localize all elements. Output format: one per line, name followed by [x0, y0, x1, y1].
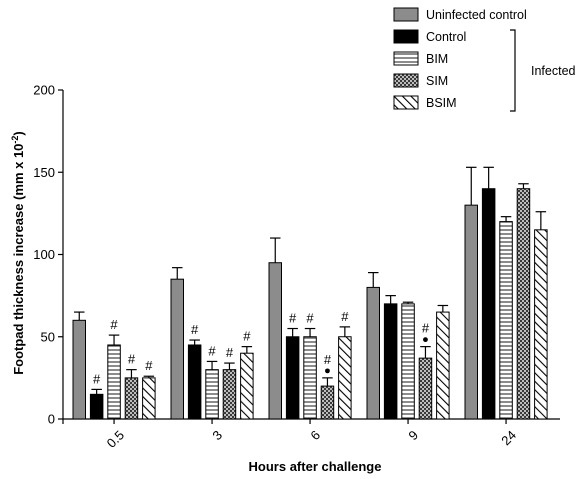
y-tick-label: 0 — [48, 412, 55, 427]
bars: # # # # # # # # # # # # # — [72, 166, 548, 420]
significance-hash: # — [208, 343, 216, 358]
legend-bracket — [510, 29, 516, 112]
bar-bim-6 — [303, 336, 317, 420]
bar-uninfected-control-3 — [170, 278, 184, 420]
legend-swatch-uninfected-control — [393, 7, 419, 22]
bar-bsim-3 — [240, 352, 254, 420]
legend-label: BSIM — [426, 96, 457, 110]
bar-sim-24 — [516, 188, 531, 420]
significance-hash: # — [289, 311, 297, 326]
bar-control-9 — [383, 303, 398, 420]
legend-group-label: Infected — [531, 64, 576, 78]
y-axis-title: Footpad thickness increase (mm x 10-2) — [10, 131, 26, 375]
bar-bim-3 — [205, 369, 219, 420]
significance-hash: # — [324, 352, 332, 367]
y-tick-label: 150 — [33, 165, 55, 180]
bar-bim-9 — [401, 303, 415, 420]
legend-swatch-control — [393, 29, 419, 44]
y-tick-label: 50 — [41, 329, 55, 344]
bar-bim-0.5 — [107, 344, 121, 420]
bar-sim-0.5 — [124, 377, 139, 420]
significance-dot — [423, 337, 428, 343]
legend-label: BIM — [426, 52, 448, 66]
legend-swatch-bsim — [393, 95, 419, 110]
bar-uninfected-control-6 — [268, 262, 282, 420]
bar-sim-9 — [418, 357, 433, 420]
significance-hash: # — [191, 322, 199, 337]
x-tick-label: 6 — [307, 427, 323, 443]
legend-label: Uninfected control — [426, 8, 527, 22]
legend-swatch-bim — [393, 51, 419, 66]
bar-control-24 — [481, 188, 496, 420]
y-axis-title-exponent: -2 — [10, 136, 20, 144]
significance-hash: # — [93, 371, 101, 386]
y-tick-label: 200 — [33, 83, 55, 98]
x-tick-label: 24 — [498, 427, 519, 448]
significance-hash: # — [243, 329, 251, 344]
bar-bsim-24 — [534, 229, 548, 420]
significance-hash: # — [341, 309, 349, 324]
legend: Uninfected control Control BIM SIM BSIM Infec… — [393, 7, 576, 112]
x-axis-title: Hours after challenge — [249, 459, 382, 474]
axes: 0 50 100 150 200 0.5 3 6 9 24 — [33, 83, 560, 451]
significance-hash: # — [226, 345, 234, 360]
bar-bim-24 — [499, 221, 513, 420]
bar-bsim-0.5 — [142, 377, 156, 420]
x-tick-label: 9 — [405, 427, 421, 443]
legend-label: SIM — [426, 74, 448, 88]
significance-hash: # — [128, 352, 136, 367]
x-tick-label: 0.5 — [104, 427, 127, 450]
significance-dot — [325, 368, 330, 374]
significance-hash: # — [145, 358, 153, 373]
significance-hash: # — [422, 321, 430, 336]
bar-uninfected-control-0.5 — [72, 319, 86, 420]
significance-hash: # — [306, 311, 314, 326]
bar-bsim-6 — [338, 336, 352, 420]
bar-control-0.5 — [89, 393, 104, 420]
legend-label: Control — [426, 30, 466, 44]
bar-uninfected-control-9 — [366, 286, 380, 420]
bar-bsim-9 — [436, 311, 450, 420]
significance-hash: # — [110, 317, 118, 332]
bar-control-3 — [187, 344, 202, 420]
y-tick-label: 100 — [33, 247, 55, 262]
legend-swatch-sim — [393, 73, 419, 88]
bar-uninfected-control-24 — [464, 204, 478, 420]
bar-control-6 — [285, 336, 300, 420]
bar-sim-3 — [222, 369, 237, 420]
x-tick-label: 3 — [209, 427, 225, 443]
bar-sim-6 — [320, 385, 335, 420]
